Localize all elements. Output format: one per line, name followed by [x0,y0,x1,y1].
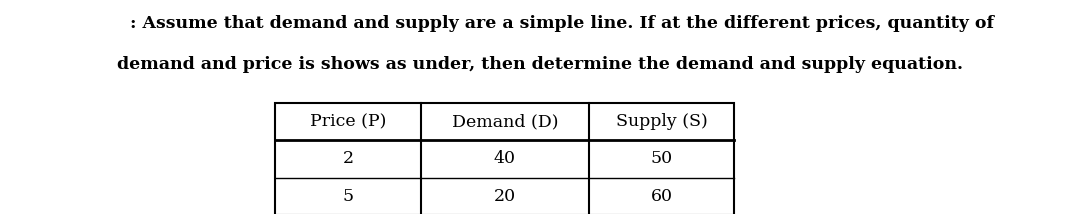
Text: Demand (D): Demand (D) [451,113,558,130]
Text: : Assume that demand and supply are a simple line. If at the different prices, q: : Assume that demand and supply are a si… [130,15,994,32]
Text: 40: 40 [494,150,516,167]
Bar [275,103,734,214]
Text: Supply (S): Supply (S) [616,113,707,130]
Text: demand and price is shows as under, then determine the demand and supply equatio: demand and price is shows as under, then… [117,56,963,73]
Text: 5: 5 [342,188,354,205]
Text: 60: 60 [650,188,673,205]
Text: Price (P): Price (P) [310,113,387,130]
Text: 20: 20 [494,188,516,205]
Text: 2: 2 [342,150,354,167]
Text: 50: 50 [650,150,673,167]
